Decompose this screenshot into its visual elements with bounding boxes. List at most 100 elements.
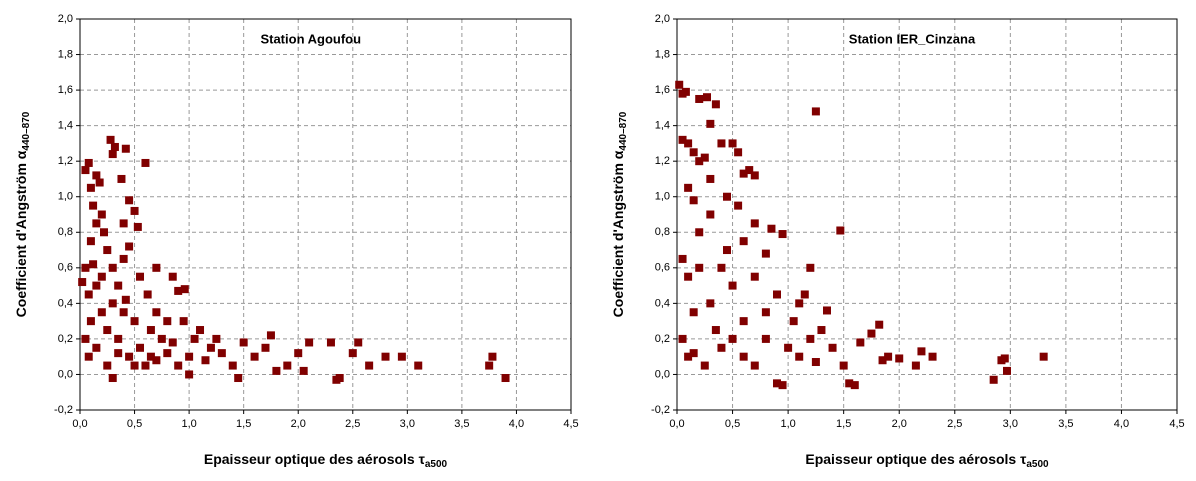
point [839, 361, 848, 370]
point [119, 219, 128, 228]
point [928, 352, 937, 361]
point [117, 174, 126, 183]
y-tick-label: 0,2 [58, 333, 73, 345]
point [143, 290, 152, 299]
chart: -0,2 0,0 0,2 0,4 0,6 0,8 1,0 1,2 1,4 1,6 1,8 2,0 0,0… [13, 13, 579, 470]
point [817, 326, 826, 335]
point [92, 219, 101, 228]
x-tick-label: 2,5 [947, 418, 962, 430]
point [114, 349, 123, 358]
point [806, 334, 815, 343]
point [717, 139, 726, 148]
point [675, 80, 684, 89]
point [348, 349, 357, 358]
point [130, 206, 139, 215]
y-tick-label: 0,6 [58, 262, 73, 274]
chart-title: Station Agoufou [260, 31, 361, 46]
point [78, 278, 87, 287]
y-tick-label: -0,2 [54, 404, 73, 416]
y-axis-title: Coefficient d'Angström α440–870 [610, 111, 629, 317]
point [1000, 354, 1009, 363]
point [884, 352, 893, 361]
x-tick-label: 1,0 [181, 418, 196, 430]
point [761, 308, 770, 317]
point [146, 326, 155, 335]
point [168, 272, 177, 281]
x-tick-label: 4,0 [509, 418, 524, 430]
x-tick-label: 2,5 [345, 418, 360, 430]
point [1039, 352, 1048, 361]
point [119, 308, 128, 317]
point [501, 374, 510, 383]
x-tick-label: 0,0 [669, 418, 684, 430]
point [750, 361, 759, 370]
y-tick-label: 0,6 [655, 262, 670, 274]
plot-border [676, 18, 1178, 411]
point [152, 308, 161, 317]
point [695, 94, 704, 103]
y-tick-label: -0,2 [651, 404, 670, 416]
point [133, 222, 142, 231]
y-tick-label: 2,0 [655, 13, 670, 25]
point [761, 249, 770, 258]
point [745, 166, 754, 175]
point [689, 196, 698, 205]
point [728, 139, 737, 148]
y-axis-title-text: Coefficient d'Angström α [610, 150, 626, 317]
point [917, 347, 926, 356]
point [784, 343, 793, 352]
point [157, 334, 166, 343]
point [136, 343, 145, 352]
x-tick-label: 0,5 [127, 418, 142, 430]
y-tick-label: 1,2 [655, 155, 670, 167]
point [185, 370, 194, 379]
point [299, 366, 308, 375]
point [206, 343, 215, 352]
point [800, 290, 809, 299]
point [778, 381, 787, 390]
x-tick-label: 3,5 [454, 418, 469, 430]
point [678, 135, 687, 144]
point [201, 356, 210, 365]
y-axis-title-text: Coefficient d'Angström α [13, 150, 29, 317]
point [806, 263, 815, 272]
x-axis-title-text: Epaisseur optique des aérosols τ [204, 451, 426, 467]
y-tick-label: 1,6 [655, 84, 670, 96]
point [168, 338, 177, 347]
point [100, 228, 109, 237]
point [773, 379, 781, 388]
y-tick-label: 0,0 [58, 368, 73, 380]
point [684, 352, 693, 361]
point [250, 352, 259, 361]
point [141, 361, 150, 370]
point [89, 260, 98, 269]
y-tick-label: 0,4 [655, 297, 670, 309]
point [108, 299, 117, 308]
point [239, 338, 248, 347]
point [750, 219, 759, 228]
point [695, 157, 704, 166]
point [700, 153, 709, 162]
point [92, 171, 101, 180]
point [119, 254, 128, 263]
point [989, 375, 998, 384]
point [121, 295, 130, 304]
point [174, 361, 183, 370]
point [95, 178, 104, 187]
y-tick-label: 1,0 [58, 191, 73, 203]
point [81, 334, 90, 343]
x-tick-label: 0,0 [72, 418, 87, 430]
point [354, 338, 363, 347]
point [734, 148, 743, 157]
point [750, 171, 759, 180]
y-tick-label: 1,2 [58, 155, 73, 167]
point [365, 361, 374, 370]
point [294, 349, 303, 358]
point [828, 343, 837, 352]
point [723, 192, 731, 201]
point [106, 135, 115, 144]
x-tick-label: 3,0 [1003, 418, 1018, 430]
point [739, 352, 748, 361]
point [89, 201, 98, 210]
point [381, 352, 390, 361]
